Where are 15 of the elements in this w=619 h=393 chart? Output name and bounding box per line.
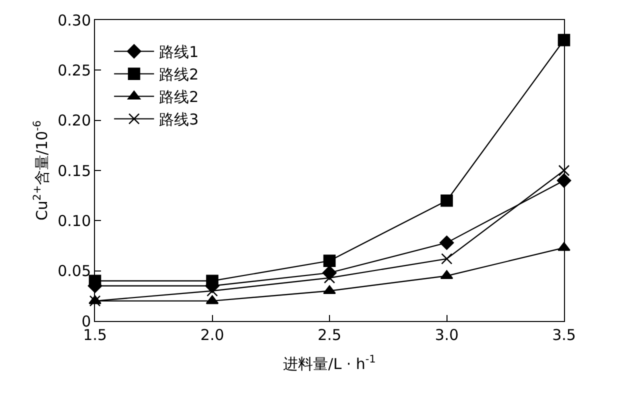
- x-tick-label: 3.0: [434, 326, 459, 344]
- legend-label: 路线1: [159, 43, 199, 62]
- legend-label: 路线2: [159, 88, 199, 106]
- y-tick-label: 0.05: [58, 262, 91, 280]
- y-tick-label: 0.20: [58, 112, 91, 130]
- x-tick-label: 2.5: [318, 326, 342, 344]
- y-tick-label: 0.15: [58, 162, 91, 180]
- legend-label: 路线2: [159, 66, 199, 84]
- x-axis-title: 进料量/L · h$^{-1}$: [283, 354, 376, 373]
- legend-label: 路线3: [159, 110, 199, 129]
- y-tick-label: 0.25: [58, 61, 91, 80]
- x-tick-label: 2.0: [200, 326, 224, 344]
- y-tick-label: 0.30: [58, 11, 91, 30]
- y-tick-label: 0.10: [58, 212, 91, 230]
- x-tick-label: 3.5: [552, 326, 576, 344]
